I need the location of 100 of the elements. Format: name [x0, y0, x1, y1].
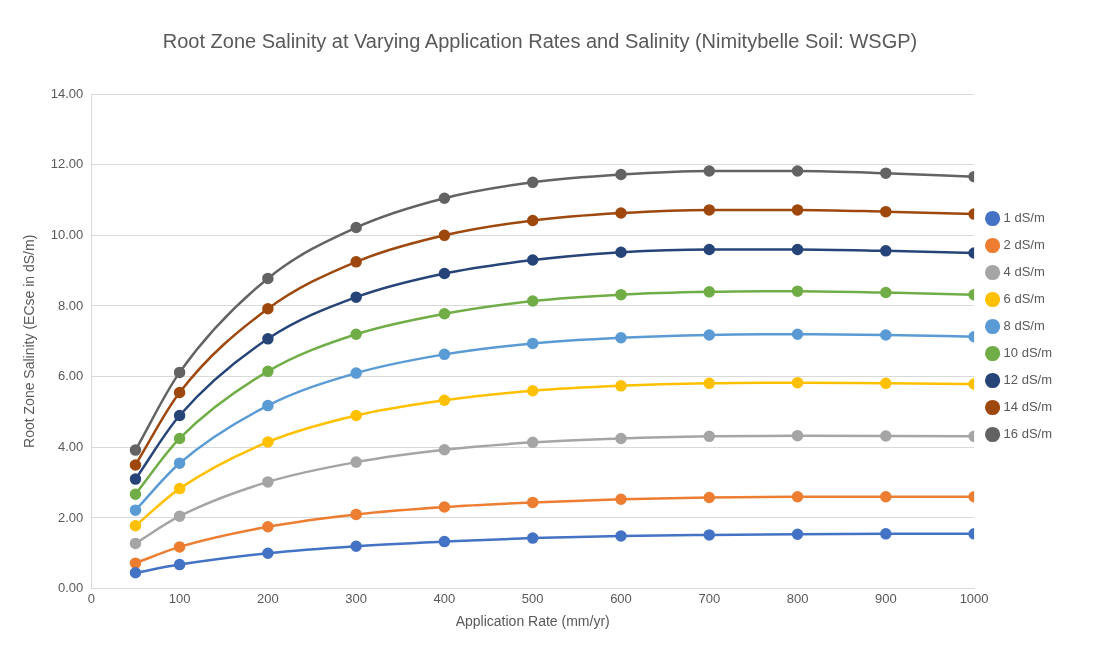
legend-label: 14 dS/m [1003, 399, 1053, 415]
point [703, 430, 716, 443]
x-tick-label: 0 [87, 590, 95, 606]
y-axis-title: Root Zone Salinity (ECse in dS/m) [21, 234, 38, 448]
point [526, 385, 539, 397]
point [438, 444, 451, 456]
point [703, 286, 716, 298]
point [173, 432, 186, 445]
point [880, 430, 892, 442]
chart-title: Root Zone Salinity at Varying Application Rates and Salinity (Nimitybelle Soil: WSGP) [162, 29, 918, 52]
point [791, 528, 804, 540]
point [615, 288, 627, 301]
point [350, 367, 362, 379]
point [129, 488, 142, 501]
point [173, 482, 186, 495]
point [615, 246, 627, 259]
point [526, 436, 539, 449]
legend-label: 10 dS/m [1003, 345, 1053, 361]
point [791, 243, 804, 256]
point [129, 459, 142, 471]
point [438, 394, 451, 407]
point [129, 557, 142, 569]
point [173, 386, 186, 399]
point [438, 307, 451, 320]
point [880, 491, 892, 503]
point [173, 366, 186, 379]
y-tick-label: 4.00 [58, 438, 84, 454]
x-tick-label: 1000 [959, 590, 989, 606]
point [703, 329, 716, 341]
point [880, 377, 892, 390]
point [703, 491, 716, 504]
point [129, 537, 142, 550]
point [880, 329, 892, 341]
point [615, 380, 627, 392]
x-tick-label: 100 [168, 590, 191, 606]
point [791, 429, 804, 442]
point [129, 566, 142, 579]
point [880, 167, 892, 179]
y-tick-label: 0.00 [58, 580, 84, 596]
legend-label: 4 dS/m [1003, 264, 1045, 280]
point [526, 254, 539, 266]
point [350, 409, 362, 422]
legend-label: 8 dS/m [1003, 318, 1045, 334]
point [791, 285, 804, 297]
point [526, 214, 539, 227]
point [880, 528, 892, 540]
y-tick-label: 12.00 [50, 156, 84, 172]
point [615, 530, 627, 542]
x-axis-title: Application Rate (mm/yr) [455, 613, 610, 630]
legend-label: 16 dS/m [1003, 426, 1053, 442]
point [350, 256, 362, 268]
point [129, 444, 142, 456]
x-tick-label: 800 [786, 590, 809, 606]
x-tick-label: 700 [698, 590, 721, 606]
point [173, 409, 186, 422]
point [615, 332, 627, 344]
point [703, 204, 716, 216]
legend-label: 12 dS/m [1003, 372, 1053, 388]
point [615, 432, 627, 445]
point [350, 291, 362, 303]
point [129, 519, 142, 532]
point [880, 205, 892, 218]
point [615, 493, 627, 505]
point [791, 328, 804, 340]
point [526, 295, 539, 307]
point [173, 457, 186, 469]
point [880, 245, 892, 257]
point [615, 207, 627, 219]
point [526, 337, 539, 350]
x-tick-label: 900 [874, 590, 897, 606]
point [526, 176, 539, 189]
point [703, 377, 716, 390]
point [791, 376, 804, 389]
point [703, 243, 716, 256]
x-tick-label: 200 [257, 590, 279, 606]
point [350, 221, 362, 234]
x-tick-label: 300 [345, 590, 368, 606]
point [350, 328, 362, 340]
point [173, 510, 186, 522]
point [791, 165, 804, 177]
point [438, 192, 451, 204]
point [438, 348, 451, 361]
point [615, 168, 627, 181]
point [262, 521, 274, 533]
point [262, 365, 274, 378]
point [791, 491, 804, 503]
point [262, 272, 274, 285]
y-tick-label: 2.00 [58, 509, 84, 525]
point [262, 476, 274, 488]
y-tick-label: 10.00 [50, 226, 84, 242]
point [526, 496, 539, 509]
point [438, 229, 451, 242]
point [350, 540, 362, 552]
point [262, 333, 274, 345]
point [703, 529, 716, 541]
point [262, 399, 274, 412]
point [438, 535, 451, 548]
point [350, 456, 362, 468]
point [129, 473, 142, 485]
point [526, 532, 539, 544]
